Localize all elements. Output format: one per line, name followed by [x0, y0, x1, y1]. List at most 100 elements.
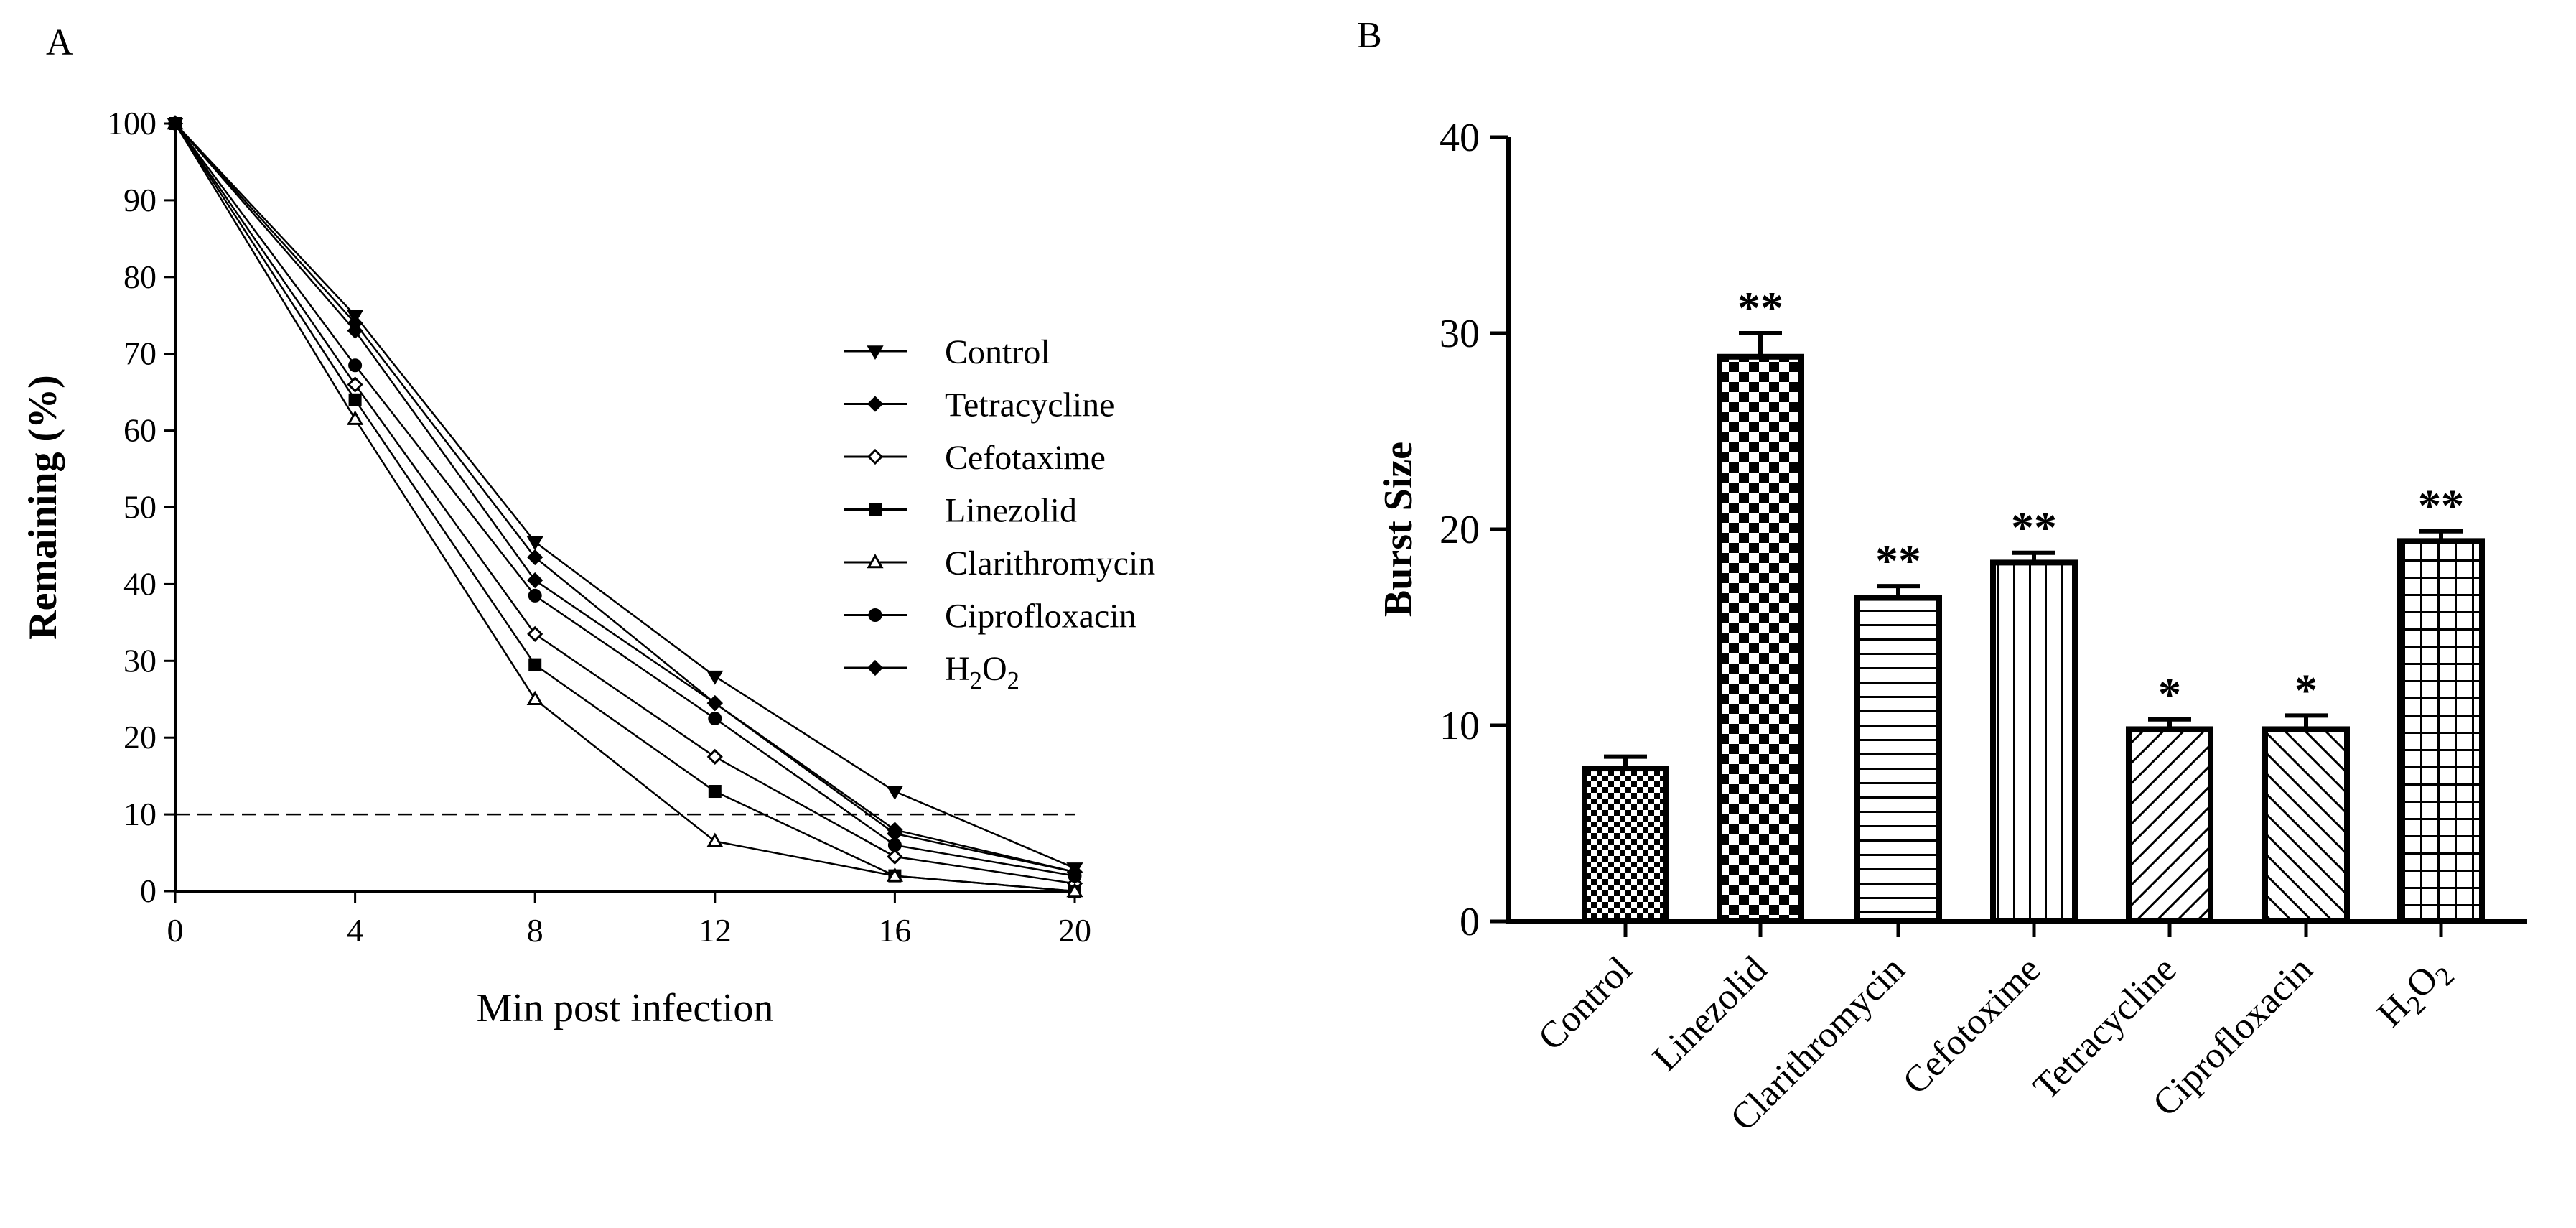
- significance-label: **: [2418, 480, 2464, 531]
- series-line-group: [168, 116, 1082, 883]
- y-tick-label: 100: [107, 105, 157, 141]
- bar-group: ** Linezolid: [1645, 282, 1804, 1079]
- data-point-marker: [886, 867, 903, 882]
- legend-item: Cefotaxime: [844, 439, 1106, 477]
- x-tick-label: 20: [1058, 912, 1091, 949]
- x-tick-label: H2O2: [2370, 949, 2460, 1039]
- label-part: Ciprofloxacin: [945, 597, 1137, 636]
- x-tick-label: 0: [167, 912, 184, 949]
- bar: [1990, 559, 2078, 924]
- label-part: H: [945, 650, 970, 688]
- legend-marker: [867, 396, 884, 412]
- bar: [2126, 726, 2213, 925]
- series-line-group: [169, 117, 1081, 898]
- legend-marker: [867, 659, 884, 676]
- legend-item: H2O2: [844, 650, 1019, 694]
- data-point-marker: [708, 711, 722, 725]
- data-point-marker: [347, 322, 363, 339]
- data-point-marker: [1066, 882, 1083, 898]
- legend-marker: [869, 503, 882, 516]
- legend-marker: [868, 608, 882, 622]
- data-point-marker: [167, 115, 184, 132]
- data-point-marker: [526, 690, 543, 705]
- series-line: [174, 123, 1075, 873]
- legend-label: Control: [945, 333, 1050, 371]
- data-point-marker: [706, 832, 724, 847]
- bar-group: ** H2O2: [2370, 480, 2485, 1039]
- x-axis-title: Min post infection: [477, 986, 774, 1031]
- y-tick-label: 40: [1439, 116, 1480, 160]
- y-tick-label: 40: [123, 565, 157, 602]
- legend-label: Cefotaxime: [945, 439, 1106, 477]
- y-axis-title: Remaining (%): [21, 375, 65, 640]
- label-part: Linezolid: [1645, 949, 1775, 1079]
- x-tick-label: 16: [878, 912, 911, 949]
- legend-item: Tetracycline: [844, 386, 1114, 424]
- legend-label: Clarithromycin: [945, 544, 1155, 582]
- legend-marker: [867, 345, 884, 360]
- data-point-marker: [527, 625, 543, 643]
- data-point-marker: [347, 376, 363, 393]
- series-line: [174, 123, 1075, 893]
- y-tick-label: 0: [1460, 900, 1480, 944]
- label-part: O: [982, 650, 1007, 688]
- legend-item: Control: [844, 333, 1050, 371]
- y-axis-title: Burst Size: [1376, 442, 1421, 617]
- data-point-marker: [526, 536, 543, 551]
- legend-marker: [867, 448, 884, 465]
- data-point-marker: [528, 658, 542, 671]
- label-part: Tetracycline: [945, 386, 1114, 424]
- significance-label: **: [1737, 282, 1783, 333]
- y-tick-label: 20: [123, 719, 157, 755]
- bar: [1717, 353, 1804, 924]
- significance-label: *: [2158, 669, 2181, 720]
- series-line: [174, 123, 1075, 877]
- data-point-marker: [706, 694, 723, 712]
- legend-item: Linezolid: [844, 492, 1077, 530]
- series-line: [174, 123, 1075, 870]
- legend-item: Clarithromycin: [844, 544, 1155, 582]
- x-tick-label: Linezolid: [1645, 949, 1775, 1079]
- data-point-marker: [706, 748, 723, 766]
- data-point-marker: [527, 572, 543, 589]
- y-tick-label: 50: [123, 489, 157, 526]
- y-tick-label: 30: [1439, 312, 1480, 356]
- label-part: Clarithromycin: [945, 544, 1155, 582]
- significance-label: **: [2011, 502, 2057, 553]
- label-part: 2: [970, 667, 982, 694]
- y-tick-label: 10: [1439, 704, 1480, 748]
- data-point-marker: [887, 848, 903, 865]
- x-tick-label: 4: [347, 912, 363, 949]
- significance-label: *: [2295, 664, 2318, 715]
- bar: [1854, 595, 1942, 924]
- bar: [2262, 726, 2350, 925]
- label-part: Control: [945, 333, 1050, 371]
- data-point-marker: [706, 670, 724, 685]
- y-tick-label: 70: [123, 335, 157, 372]
- bar-group: Control: [1531, 754, 1669, 1059]
- data-point-marker: [887, 825, 903, 842]
- legend-label: Ciprofloxacin: [945, 597, 1137, 636]
- data-point-marker: [708, 785, 722, 799]
- label-part: Linezolid: [945, 492, 1077, 530]
- legend-item: Ciprofloxacin: [844, 597, 1137, 636]
- series-line: [174, 123, 1075, 873]
- x-tick-label: 12: [699, 912, 732, 949]
- data-point-marker: [1066, 864, 1083, 880]
- panel-b-letter: B: [1357, 15, 1382, 56]
- bar: [2397, 538, 2485, 924]
- data-point-marker: [347, 410, 364, 425]
- panel-a-letter: A: [46, 22, 73, 63]
- legend-label: H2O2: [945, 650, 1019, 694]
- x-tick-label: 8: [527, 912, 543, 949]
- significance-label: **: [1875, 535, 1921, 586]
- y-tick-label: 60: [123, 412, 157, 449]
- label-part: Cefotaxime: [945, 439, 1106, 477]
- series-line: [174, 123, 1075, 893]
- legend-marker: [867, 553, 884, 569]
- data-point-marker: [528, 588, 542, 603]
- y-tick-label: 10: [123, 796, 157, 832]
- bar: [1582, 766, 1669, 925]
